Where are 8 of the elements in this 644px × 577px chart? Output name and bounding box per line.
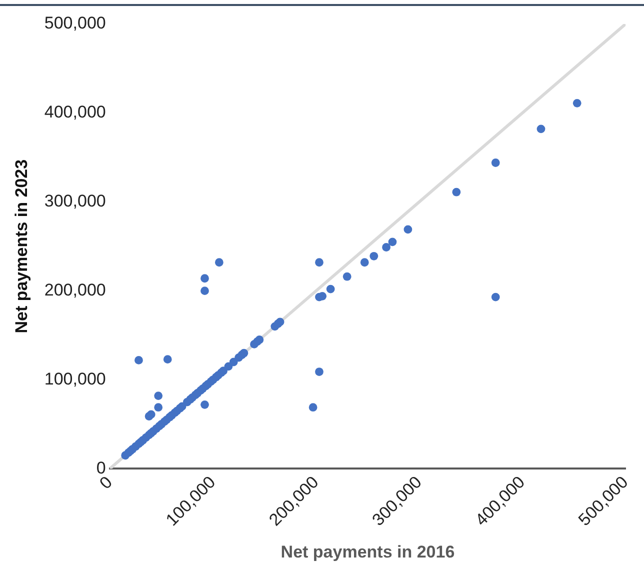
x-axis-title: Net payments in 2016: [280, 542, 455, 562]
y-tick-label: 500,000: [44, 14, 106, 33]
y-tick-label: 300,000: [44, 192, 106, 211]
y-tick-label: 200,000: [44, 280, 106, 300]
y-tick-label: 0: [96, 458, 106, 478]
y-tick-label: 400,000: [44, 102, 106, 122]
y-axis-title: Net payments in 2023: [12, 159, 31, 334]
y-tick-label: 100,000: [44, 369, 106, 388]
